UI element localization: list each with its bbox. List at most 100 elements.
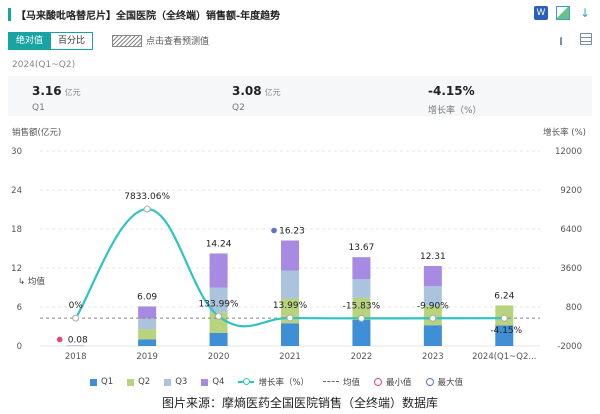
legend-q1[interactable]: Q1 bbox=[90, 376, 113, 388]
bar-total-label: 12.31 bbox=[420, 252, 446, 262]
legend-ring-icon bbox=[425, 378, 434, 386]
kpi-q2: 3.08 亿元 Q2 bbox=[232, 80, 281, 113]
bar-q4 bbox=[209, 253, 228, 288]
tab-absolute[interactable]: 绝对值 bbox=[8, 32, 52, 50]
legend-q3[interactable]: Q3 bbox=[164, 376, 187, 388]
growth-point bbox=[72, 314, 80, 322]
bar-q2 bbox=[209, 312, 228, 333]
bar-total-label: 14.24 bbox=[206, 239, 232, 249]
legend-ring-icon bbox=[374, 378, 383, 386]
y-tick-label-left: 24 bbox=[11, 186, 22, 196]
bar-q4 bbox=[281, 240, 299, 271]
legend-swatch bbox=[127, 378, 135, 386]
legend-q2[interactable]: Q2 bbox=[127, 376, 150, 388]
y-tick-label-right: 12000 bbox=[555, 147, 582, 157]
predict-toggle-swatch[interactable] bbox=[112, 35, 142, 47]
growth-point bbox=[357, 314, 365, 322]
y-tick-label-right: 9200 bbox=[560, 186, 582, 196]
predict-label[interactable]: 点击查看预测值 bbox=[146, 37, 210, 47]
y-tick-label-left: 0 bbox=[17, 342, 22, 352]
tab-percent[interactable]: 百分比 bbox=[51, 32, 94, 50]
kpi-panel: 3.16 亿元 Q1 3.08 亿元 Q2 -4.15% 增长率（%） bbox=[8, 76, 592, 116]
y-tick-label-right: -2000 bbox=[557, 342, 582, 352]
bar-total-label: 6.24 bbox=[494, 291, 514, 301]
bar-total-label: 6.09 bbox=[137, 292, 157, 302]
legend-q4[interactable]: Q4 bbox=[201, 376, 224, 388]
chart-view-icon[interactable] bbox=[560, 33, 572, 45]
table-view-icon[interactable] bbox=[580, 33, 592, 45]
x-tick-label: 2023 bbox=[422, 352, 444, 362]
x-tick-label: 2024(Q1~Q2... bbox=[472, 352, 536, 362]
bar-total-label: 16.23 bbox=[279, 227, 305, 237]
bar-total-label: 0.08 bbox=[68, 335, 88, 345]
bar-total-label: 13.67 bbox=[349, 243, 375, 253]
legend-label: 增长率（%） bbox=[258, 378, 310, 388]
chart-header: 【马来酸吡咯替尼片】全国医院（全终端）销售额-年度趋势 W ↓ bbox=[8, 6, 592, 24]
kpi-label: Q2 bbox=[232, 103, 245, 113]
bar-q2 bbox=[138, 329, 157, 340]
bar-q1 bbox=[281, 323, 299, 346]
export-word-icon[interactable]: W bbox=[534, 6, 548, 20]
bar-q1 bbox=[495, 325, 514, 346]
download-icon[interactable]: ↓ bbox=[579, 6, 591, 20]
growth-line bbox=[74, 207, 505, 328]
legend-max[interactable]: 最大值 bbox=[425, 376, 463, 388]
kpi-value: 3.16 bbox=[32, 84, 62, 98]
left-axis-title: 销售额(亿元) bbox=[12, 128, 62, 138]
legend-swatch bbox=[201, 378, 209, 386]
y-tick-label-left: 12 bbox=[11, 264, 22, 274]
kpi-q1: 3.16 亿元 Q1 bbox=[32, 80, 81, 113]
view-switch bbox=[560, 33, 592, 45]
x-tick-label: 2018 bbox=[65, 352, 87, 362]
legend-average[interactable]: 均值 bbox=[323, 376, 360, 388]
bar-q3 bbox=[423, 286, 442, 306]
legend-growth[interactable]: 增长率（%） bbox=[238, 376, 309, 388]
y-tick-label-left: 30 bbox=[11, 147, 22, 157]
bar-q4 bbox=[138, 306, 157, 319]
legend-min[interactable]: 最小值 bbox=[374, 376, 412, 388]
max-marker bbox=[271, 227, 277, 234]
x-tick-label: 2019 bbox=[136, 352, 158, 362]
bar-q4 bbox=[423, 265, 442, 287]
growth-point bbox=[500, 314, 508, 322]
bar-q2 bbox=[352, 297, 371, 320]
right-axis-title: 增长率 (%) bbox=[543, 128, 586, 138]
chart-legend: Q1 Q2 Q3 Q4 增长率（%） 均值 最小值 最大值 bbox=[90, 376, 463, 388]
bar-q3 bbox=[138, 318, 157, 330]
bar-q1 bbox=[423, 325, 442, 346]
y-tick-label-left: 6 bbox=[17, 303, 22, 313]
bar-q4 bbox=[352, 257, 371, 280]
export-image-icon[interactable] bbox=[556, 6, 570, 20]
legend-label: Q1 bbox=[101, 377, 114, 387]
x-tick-label: 2021 bbox=[279, 352, 301, 362]
y-tick-label-left: 18 bbox=[11, 225, 22, 235]
y-tick-label-right: 800 bbox=[566, 303, 582, 313]
legend-label: 均值 bbox=[343, 378, 361, 388]
average-label: ↳ 均值 bbox=[18, 276, 45, 287]
growth-point bbox=[215, 312, 223, 320]
legend-label: Q2 bbox=[138, 377, 151, 387]
y-tick-label-right: 3600 bbox=[560, 264, 582, 274]
image-source-caption: 图片来源：摩熵医药全国医院销售（全终端）数据库 bbox=[161, 396, 438, 410]
y-tick-label-right: 6400 bbox=[560, 225, 582, 235]
header-accent-bar bbox=[8, 8, 11, 21]
bar-q3 bbox=[352, 279, 371, 298]
x-tick-label: 2022 bbox=[351, 352, 373, 362]
legend-label: 最小值 bbox=[386, 378, 412, 388]
sales-chart: 0 6 12 18 24 30 -2000 800 3600 6400 9200 12000 2018 2… bbox=[11, 147, 582, 362]
growth-data-label: -9.90% bbox=[417, 301, 449, 311]
kpi-value: 3.08 bbox=[232, 84, 262, 98]
growth-data-label: 13.99% bbox=[273, 301, 308, 311]
growth-point bbox=[143, 205, 151, 213]
bar-q1 bbox=[138, 339, 157, 346]
kpi-unit: 亿元 bbox=[64, 88, 81, 97]
period-label: 2024(Q1~Q2) bbox=[12, 60, 76, 70]
bar-q3 bbox=[209, 287, 228, 313]
min-marker bbox=[56, 336, 63, 343]
chart-title: 【马来酸吡咯替尼片】全国医院（全终端）销售额-年度趋势 bbox=[16, 11, 281, 22]
legend-label: Q3 bbox=[175, 377, 188, 387]
kpi-value: -4.15% bbox=[428, 84, 475, 98]
kpi-unit: 亿元 bbox=[264, 88, 281, 97]
legend-line-icon bbox=[238, 378, 255, 386]
growth-point bbox=[429, 314, 437, 322]
